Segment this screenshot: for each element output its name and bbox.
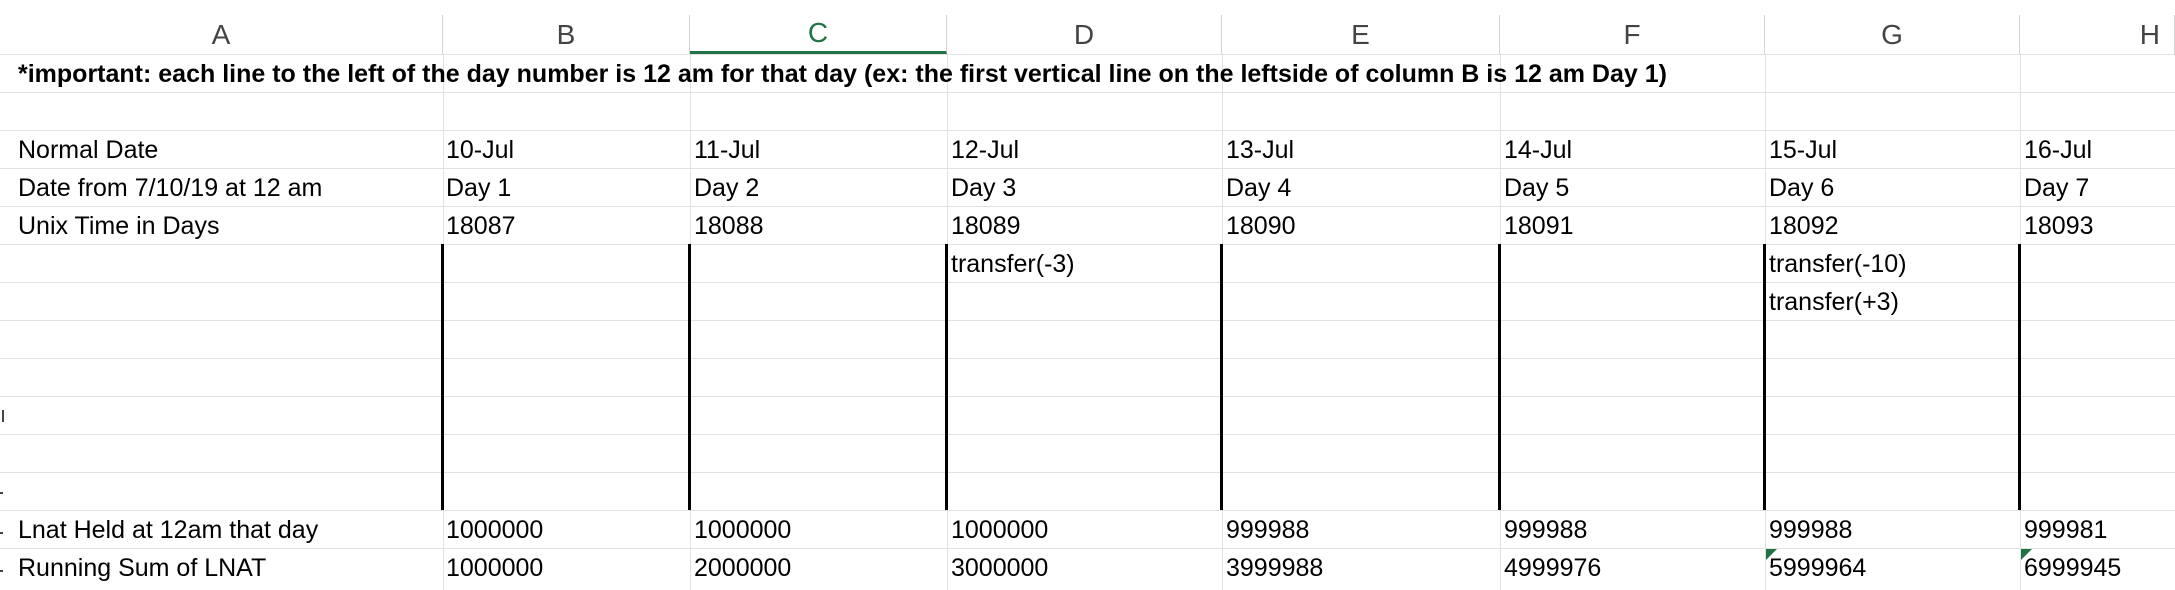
day-boundary-line [2018, 244, 2021, 510]
cell-normal-date-f[interactable]: 14-Jul [1504, 136, 1573, 164]
cell-running-sum-h[interactable]: 6999945 [2024, 554, 2122, 582]
error-indicator-icon[interactable] [2021, 549, 2032, 560]
cell-running-sum-f[interactable]: 4999976 [1504, 554, 1602, 582]
cell-normal-date-h[interactable]: 16-Jul [2024, 136, 2093, 164]
day-boundary-line [945, 244, 948, 510]
cell-date-from-f[interactable]: Day 5 [1504, 174, 1570, 202]
day-boundary-line [441, 244, 444, 510]
cell-lnat-held-d[interactable]: 1000000 [951, 516, 1049, 544]
gridline-row [0, 282, 2175, 283]
column-header-d[interactable]: D [947, 15, 1222, 54]
cell-lnat-held-e[interactable]: 999988 [1226, 516, 1310, 544]
cell-date-from-c[interactable]: Day 2 [694, 174, 760, 202]
note-cell[interactable]: *important: each line to the left of the… [18, 60, 1667, 88]
cell-normal-date-b[interactable]: 10-Jul [446, 136, 515, 164]
cell-normal-date-c[interactable]: 11-Jul [694, 136, 761, 164]
cell-normal-date-d[interactable]: 12-Jul [951, 136, 1020, 164]
column-header-f[interactable]: F [1500, 15, 1765, 54]
row-label-running-sum[interactable]: Running Sum of LNAT [18, 554, 267, 582]
gridline-row [0, 244, 2175, 245]
row-label-normal-date[interactable]: Normal Date [18, 136, 159, 164]
row-number-fragment [0, 486, 3, 494]
cell-date-from-h[interactable]: Day 7 [2024, 174, 2090, 202]
cell-unix-d[interactable]: 18089 [951, 212, 1021, 240]
column-header-c[interactable]: C [690, 15, 947, 54]
row-number-fragment [0, 566, 3, 572]
cell-unix-c[interactable]: 18088 [694, 212, 764, 240]
cell-unix-g[interactable]: 18092 [1769, 212, 1839, 240]
cell-unix-e[interactable]: 18090 [1226, 212, 1296, 240]
cell-running-sum-b[interactable]: 1000000 [446, 554, 544, 582]
cell-date-from-e[interactable]: Day 4 [1226, 174, 1292, 202]
cell-transfer-g-2[interactable]: transfer(+3) [1769, 288, 1899, 316]
gridline-row [0, 168, 2175, 169]
day-boundary-line [1498, 244, 1501, 510]
row-number-fragment [0, 528, 3, 534]
cell-lnat-held-h[interactable]: 999981 [2024, 516, 2108, 544]
column-header-h[interactable]: H [2020, 15, 2175, 54]
cell-lnat-held-f[interactable]: 999988 [1504, 516, 1588, 544]
row-number-fragment [0, 410, 4, 422]
gridline-row [0, 358, 2175, 359]
gridline-row [0, 548, 2175, 549]
column-header-g[interactable]: G [1765, 15, 2020, 54]
cell-running-sum-g[interactable]: 5999964 [1769, 554, 1867, 582]
column-header-b[interactable]: B [443, 15, 690, 54]
row-label-lnat-held[interactable]: Lnat Held at 12am that day [18, 516, 319, 544]
gridline-row [0, 472, 2175, 473]
gridline-row [0, 510, 2175, 511]
cell-date-from-b[interactable]: Day 1 [446, 174, 512, 202]
cell-running-sum-e[interactable]: 3999988 [1226, 554, 1324, 582]
cell-lnat-held-c[interactable]: 1000000 [694, 516, 792, 544]
cell-running-sum-c[interactable]: 2000000 [694, 554, 792, 582]
day-boundary-line [1763, 244, 1766, 510]
gridline-row [0, 92, 2175, 93]
cell-transfer-d[interactable]: transfer(-3) [951, 250, 1075, 278]
column-header-e[interactable]: E [1222, 15, 1500, 54]
gridline-row [0, 396, 2175, 397]
day-boundary-line [688, 244, 691, 510]
gridline-row [0, 54, 2175, 55]
row-label-unix-time[interactable]: Unix Time in Days [18, 212, 220, 240]
day-boundary-line [1220, 244, 1223, 510]
cell-lnat-held-b[interactable]: 1000000 [446, 516, 544, 544]
cell-normal-date-g[interactable]: 15-Jul [1769, 136, 1838, 164]
cell-normal-date-e[interactable]: 13-Jul [1226, 136, 1295, 164]
cell-transfer-g-1[interactable]: transfer(-10) [1769, 250, 1907, 278]
cell-unix-b[interactable]: 18087 [446, 212, 516, 240]
gridline-row [0, 206, 2175, 207]
gridline-row [0, 320, 2175, 321]
cell-date-from-d[interactable]: Day 3 [951, 174, 1017, 202]
cell-date-from-g[interactable]: Day 6 [1769, 174, 1835, 202]
error-indicator-icon[interactable] [1766, 549, 1777, 560]
row-label-date-from[interactable]: Date from 7/10/19 at 12 am [18, 174, 323, 202]
gridline-row [0, 434, 2175, 435]
cell-unix-f[interactable]: 18091 [1504, 212, 1574, 240]
cell-running-sum-d[interactable]: 3000000 [951, 554, 1049, 582]
column-header-a[interactable]: A [0, 15, 443, 54]
gridline-row [0, 130, 2175, 131]
cell-unix-h[interactable]: 18093 [2024, 212, 2094, 240]
cell-lnat-held-g[interactable]: 999988 [1769, 516, 1853, 544]
